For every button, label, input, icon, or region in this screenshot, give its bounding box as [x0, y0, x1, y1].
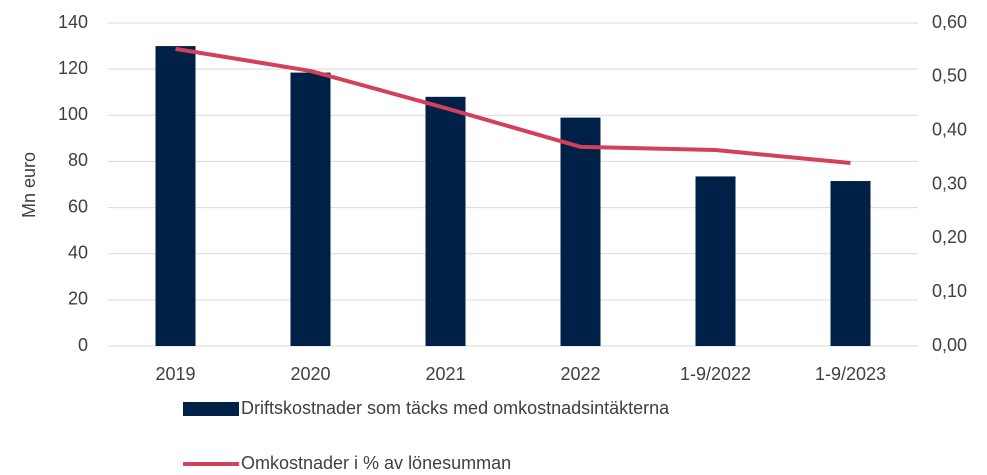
legend-swatch	[183, 402, 239, 416]
y2-tick-label: 0,20	[932, 227, 967, 247]
y2-tick-label: 0,60	[932, 12, 967, 32]
x-tick-label: 2019	[155, 364, 195, 384]
y-tick-label: 120	[58, 58, 88, 78]
y-tick-label: 40	[68, 242, 88, 262]
y-tick-label: 60	[68, 196, 88, 216]
x-tick-label: 1-9/2022	[680, 364, 751, 384]
bar	[155, 46, 196, 346]
y2-tick-label: 0,30	[932, 173, 967, 193]
line	[175, 46, 851, 165]
y-tick-label: 140	[58, 12, 88, 32]
y2-tick-label: 0,00	[932, 335, 967, 355]
y-tick-label: 80	[68, 150, 88, 170]
x-tick-label: 2020	[290, 364, 330, 384]
bar	[290, 72, 331, 346]
legend-label: Omkostnader i % av lönesumman	[241, 453, 511, 473]
bar	[560, 117, 601, 346]
legend-label: Driftskostnader som täcks med omkostnads…	[241, 398, 670, 418]
y-tick-label: 20	[68, 289, 88, 309]
y-tick-label: 100	[58, 104, 88, 124]
y2-tick-label: 0,40	[932, 119, 967, 139]
x-tick-label: 2021	[425, 364, 465, 384]
y-tick-label: 0	[78, 335, 88, 355]
y-axis-label: Mn euro	[19, 152, 39, 218]
x-tick-label: 1-9/2023	[815, 364, 886, 384]
bar	[830, 181, 871, 346]
y2-tick-label: 0,50	[932, 66, 967, 86]
bar	[695, 176, 736, 346]
bar	[425, 96, 466, 346]
x-tick-label: 2022	[560, 364, 600, 384]
y2-tick-label: 0,10	[932, 281, 967, 301]
